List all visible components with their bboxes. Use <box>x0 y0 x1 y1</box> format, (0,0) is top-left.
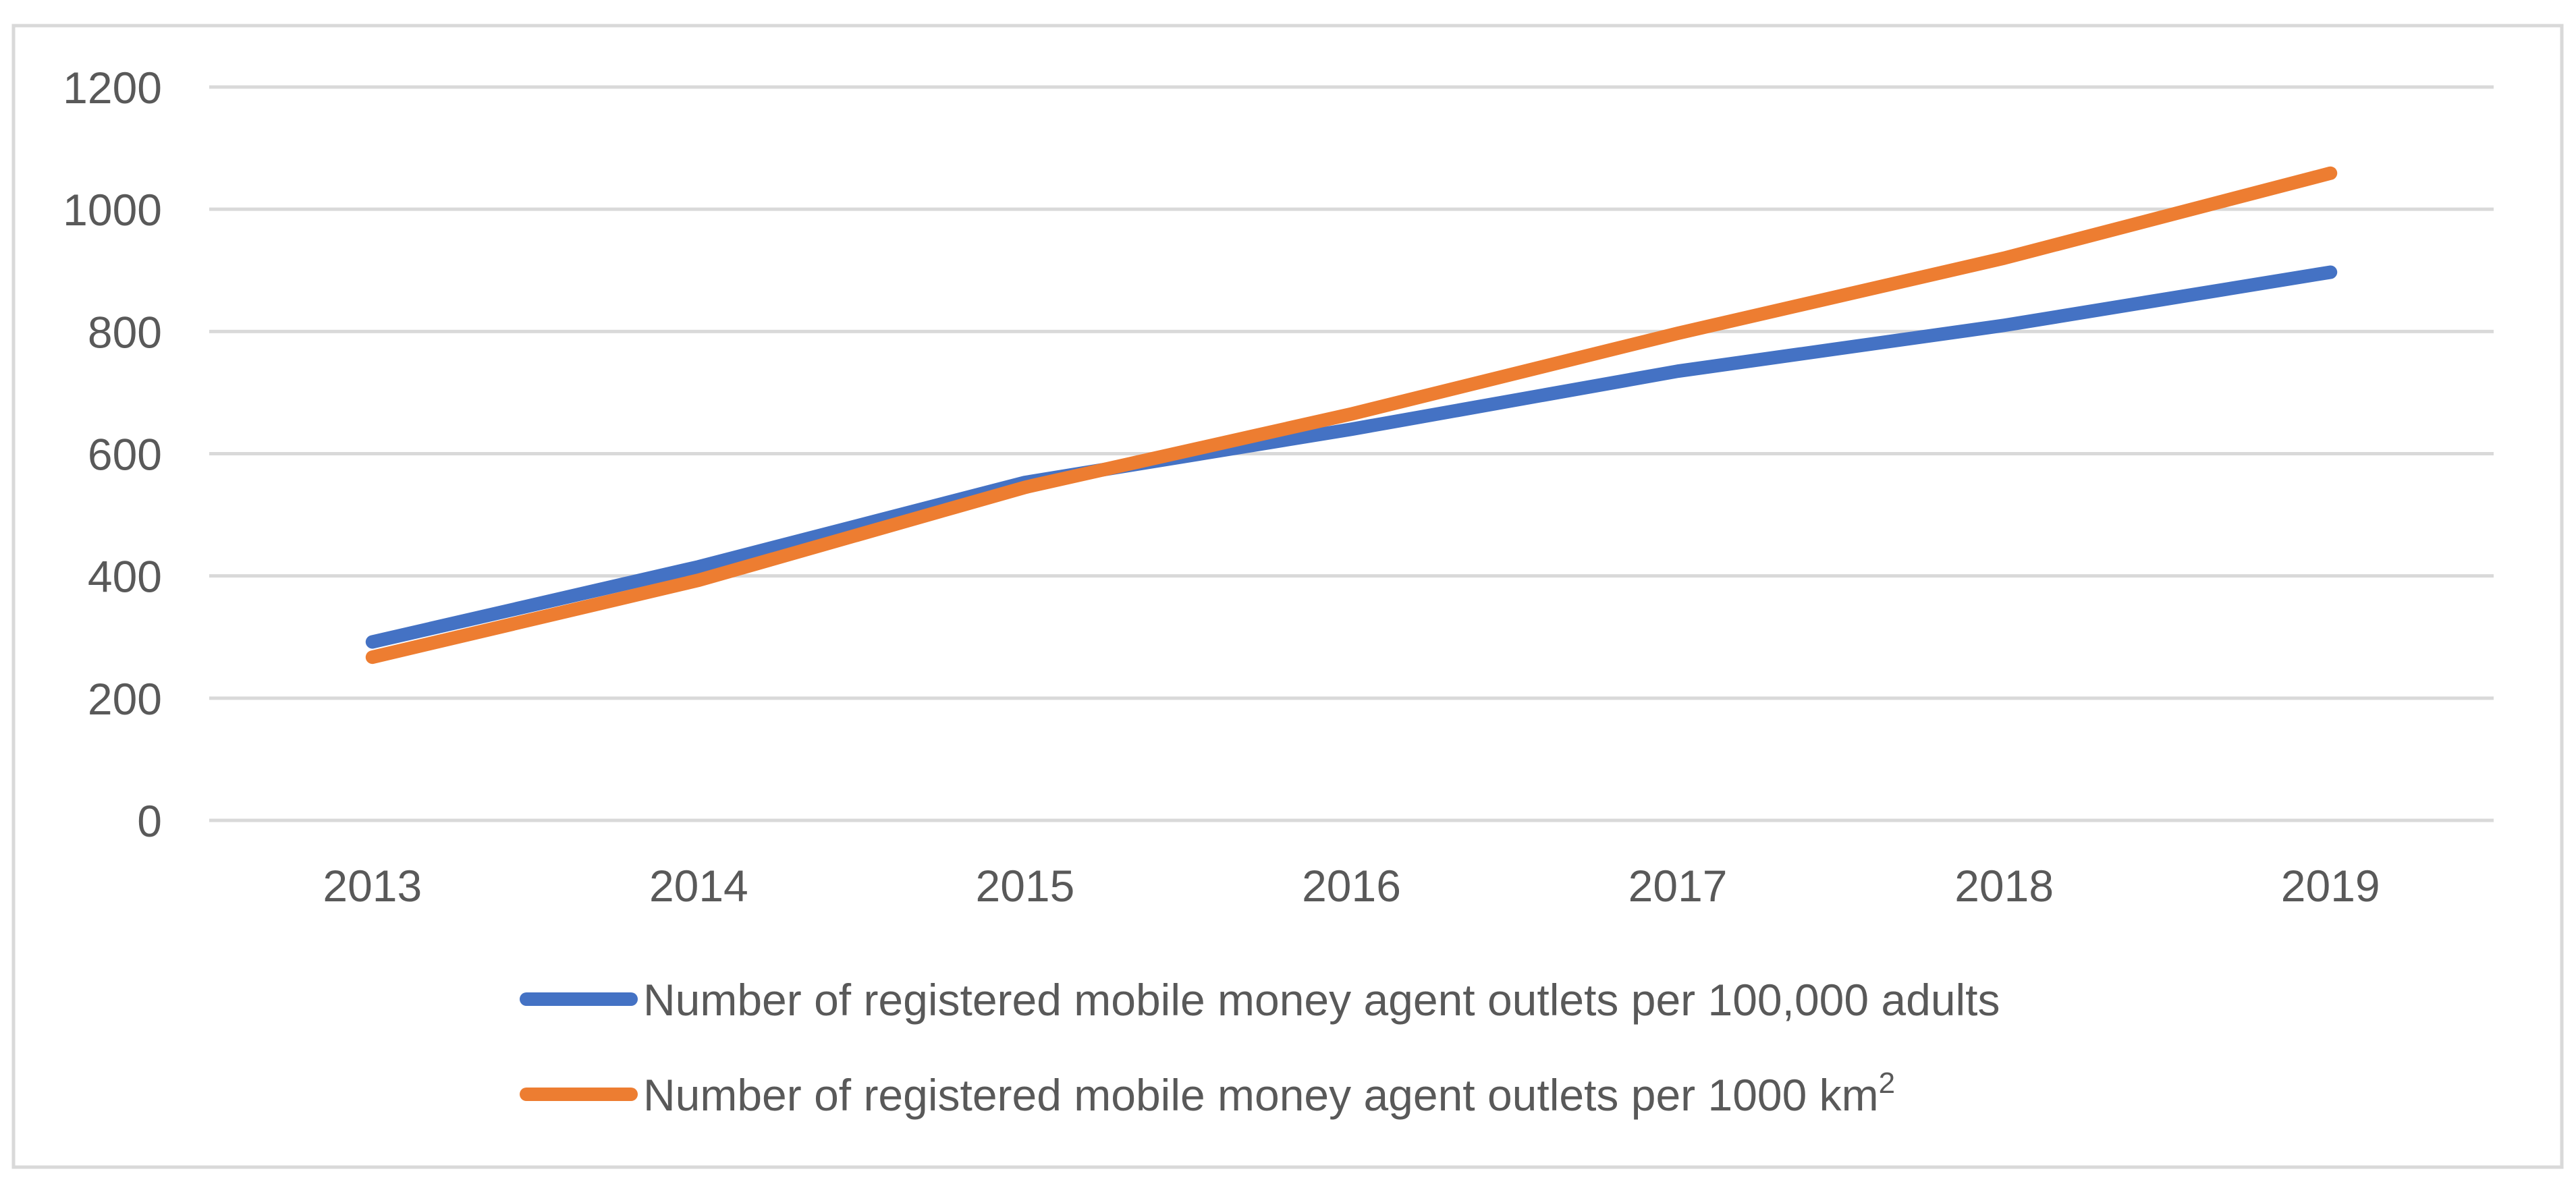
legend-label-1: Number of registered mobile money agent … <box>643 975 2000 1025</box>
y-tick-label-400: 400 <box>88 552 162 602</box>
x-tick-label-2018: 2018 <box>1954 861 2054 911</box>
x-tick-label-2016: 2016 <box>1302 861 1401 911</box>
x-tick-label-2017: 2017 <box>1628 861 1728 911</box>
y-tick-label-1000: 1000 <box>63 185 162 235</box>
x-tick-label-2015: 2015 <box>976 861 1075 911</box>
x-tick-label-2014: 2014 <box>649 861 748 911</box>
legend-label-2: Number of registered mobile money agent … <box>643 1067 1895 1120</box>
y-tick-label-0: 0 <box>137 796 162 846</box>
series-lines <box>365 166 2338 665</box>
x-tick-label-2019: 2019 <box>2281 861 2380 911</box>
x-tick-label-2013: 2013 <box>323 861 422 911</box>
gridlines <box>209 85 2494 822</box>
y-axis-ticks: 0 200 400 600 800 1000 1200 <box>63 63 162 846</box>
y-tick-label-1200: 1200 <box>63 63 162 113</box>
y-tick-label-200: 200 <box>88 674 162 724</box>
y-tick-label-800: 800 <box>88 307 162 357</box>
x-axis-ticks: 2013 2014 2015 2016 2017 2018 2019 <box>323 861 2380 911</box>
legend: Number of registered mobile money agent … <box>520 975 2000 1120</box>
chart-border <box>11 24 2564 1169</box>
y-tick-label-600: 600 <box>88 430 162 480</box>
